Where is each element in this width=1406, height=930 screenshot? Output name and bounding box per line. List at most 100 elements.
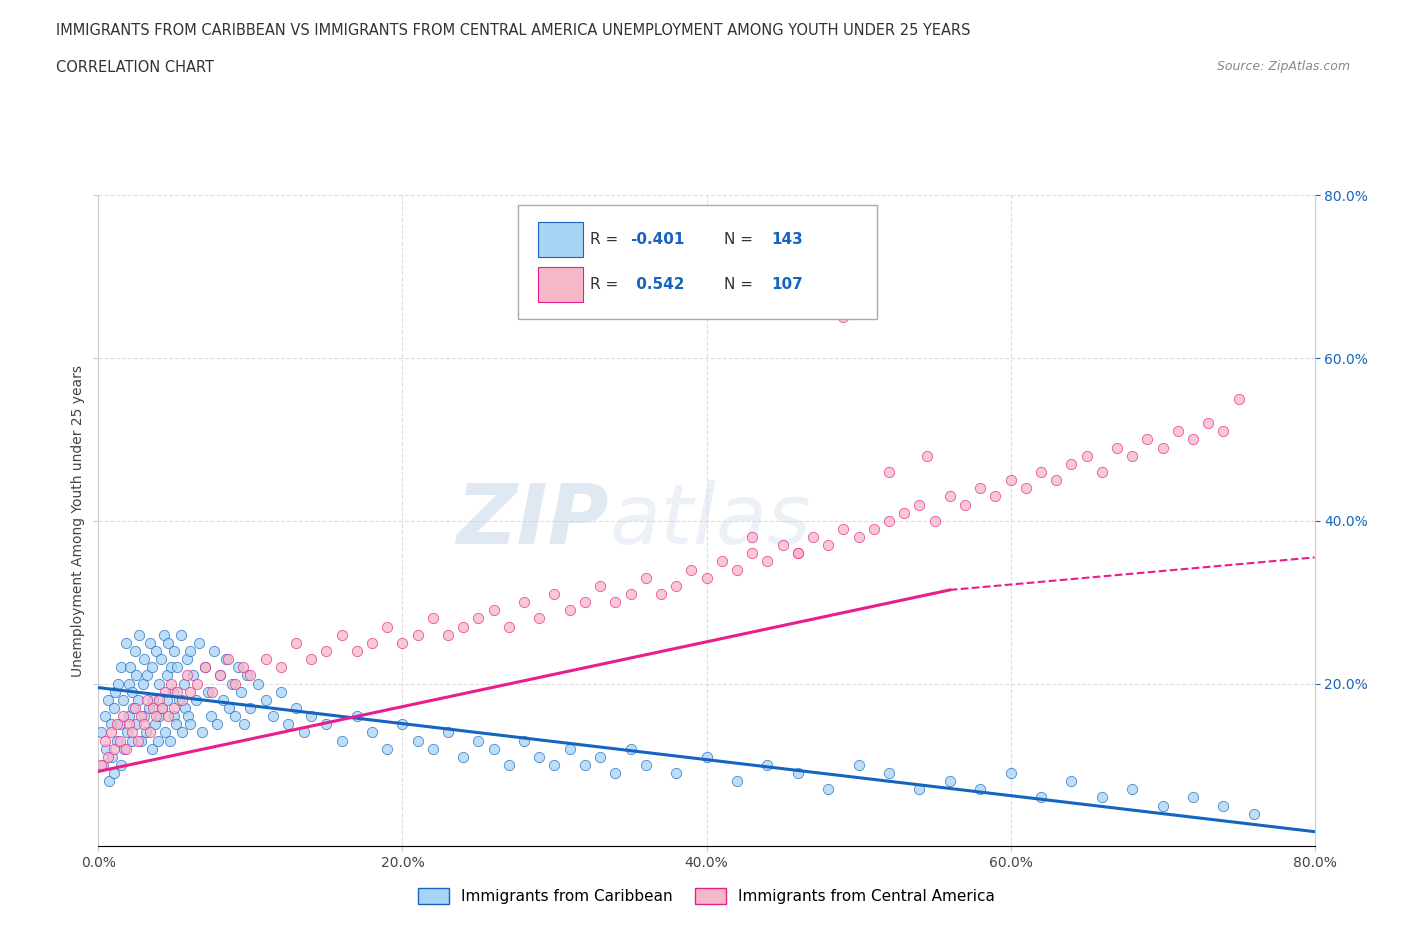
Point [160,676,183,691]
Point [170,725,193,740]
Point [205,717,228,732]
Point [142,692,165,708]
Point [111,692,134,708]
Point [221,676,243,691]
Point [1227,392,1250,406]
Point [665,578,688,593]
Point [848,530,870,545]
Point [262,709,284,724]
Point [786,765,808,780]
Point [141,660,163,675]
Point [93,709,115,724]
Text: 0.542: 0.542 [630,277,683,292]
Point [254,692,277,708]
Point [201,684,224,699]
Point [299,652,322,667]
Point [247,676,270,691]
Point [270,684,292,699]
Point [1136,432,1159,447]
Point [200,709,222,724]
Y-axis label: Unemployment Among Youth under 25 years: Unemployment Among Youth under 25 years [72,365,86,677]
Point [437,628,460,643]
Point [191,725,214,740]
Point [543,587,565,602]
Point [710,554,733,569]
Point [108,717,131,732]
Point [110,660,132,675]
Text: CORRELATION CHART: CORRELATION CHART [56,60,214,75]
Point [187,635,209,650]
Point [696,570,718,585]
Point [163,709,186,724]
Point [194,660,217,675]
Point [786,546,808,561]
Point [299,709,322,724]
Point [121,684,143,699]
Point [939,489,962,504]
Point [117,725,139,740]
Point [406,733,429,748]
Point [893,505,915,520]
Point [215,652,238,667]
Text: 107: 107 [770,277,803,292]
Point [174,700,197,715]
Point [619,741,641,756]
Point [146,733,169,748]
Point [148,676,170,691]
Point [315,644,337,658]
Text: ZIP: ZIP [457,480,609,562]
Point [1167,424,1189,439]
Point [170,692,193,708]
Point [162,684,184,699]
Point [498,757,520,772]
Text: Source: ZipAtlas.com: Source: ZipAtlas.com [1216,60,1350,73]
Point [131,676,153,691]
Point [177,709,200,724]
Point [239,668,262,683]
Point [157,635,180,650]
Point [605,595,627,610]
Point [118,717,141,732]
Point [346,709,368,724]
Point [772,538,794,552]
Point [756,554,779,569]
Text: -0.401: -0.401 [630,232,685,247]
Point [1091,790,1114,805]
Point [104,684,127,699]
Point [558,603,581,618]
Point [132,652,155,667]
Point [136,692,159,708]
Point [422,741,444,756]
Point [176,652,198,667]
Point [375,741,398,756]
Point [254,652,277,667]
Point [832,522,855,537]
Point [498,619,520,634]
Point [1182,432,1205,447]
Point [361,725,384,740]
Point [179,717,201,732]
Point [103,700,125,715]
Point [1029,465,1052,480]
Point [156,668,179,683]
Point [375,619,398,634]
Point [817,782,839,797]
Point [1243,806,1265,821]
Point [224,676,246,691]
Point [634,757,657,772]
Point [969,481,991,496]
Point [741,546,763,561]
Point [212,692,235,708]
Point [529,611,551,626]
Point [1212,798,1234,813]
Point [924,513,946,528]
Point [953,498,976,512]
Point [135,725,157,740]
Point [1182,790,1205,805]
Point [150,700,173,715]
Point [150,700,173,715]
Point [224,709,246,724]
Point [285,700,308,715]
Point [121,733,143,748]
Point [141,741,163,756]
